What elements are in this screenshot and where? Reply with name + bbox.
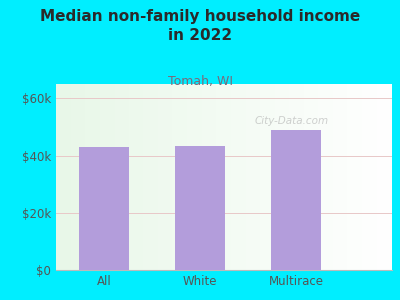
- Text: Median non-family household income
in 2022: Median non-family household income in 20…: [40, 9, 360, 43]
- Bar: [271, 130, 321, 270]
- Bar: [79, 147, 129, 270]
- Text: Tomah, WI: Tomah, WI: [168, 75, 232, 88]
- Text: City-Data.com: City-Data.com: [254, 116, 328, 126]
- Bar: [175, 146, 225, 270]
